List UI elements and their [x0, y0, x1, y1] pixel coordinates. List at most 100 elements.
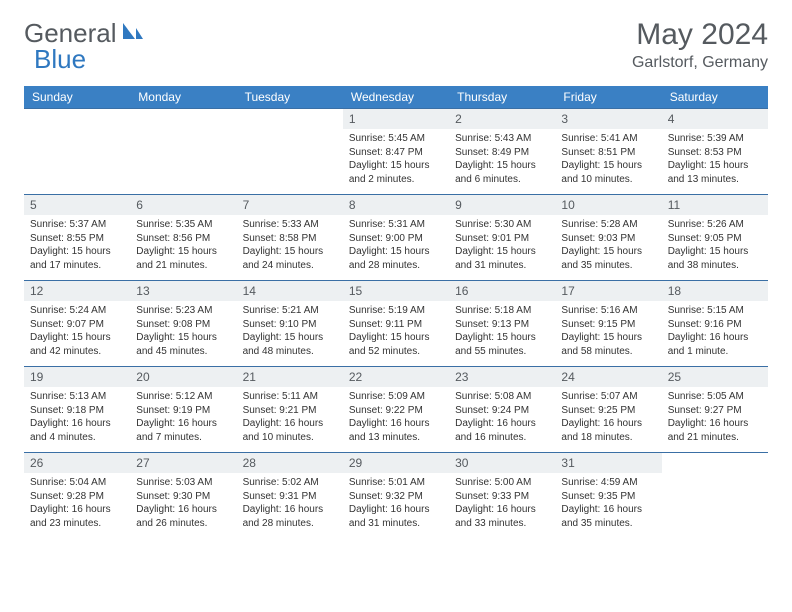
- day-number: 7: [237, 195, 343, 215]
- day-info: Sunrise: 5:00 AMSunset: 9:33 PMDaylight:…: [449, 473, 555, 534]
- day-number: 9: [449, 195, 555, 215]
- calendar-day-cell: 1Sunrise: 5:45 AMSunset: 8:47 PMDaylight…: [343, 109, 449, 195]
- day-number: 23: [449, 367, 555, 387]
- logo-sail-icon: [121, 21, 143, 46]
- calendar-day-cell: [130, 109, 236, 195]
- day-info: Sunrise: 5:09 AMSunset: 9:22 PMDaylight:…: [343, 387, 449, 448]
- sunrise-text: Sunrise: 5:26 AM: [668, 218, 762, 232]
- sunset-text: Sunset: 8:49 PM: [455, 146, 549, 160]
- day-info: Sunrise: 5:28 AMSunset: 9:03 PMDaylight:…: [555, 215, 661, 276]
- sunset-text: Sunset: 9:24 PM: [455, 404, 549, 418]
- daylight-text: Daylight: 15 hours and 52 minutes.: [349, 331, 443, 358]
- sunset-text: Sunset: 9:30 PM: [136, 490, 230, 504]
- calendar-day-cell: 17Sunrise: 5:16 AMSunset: 9:15 PMDayligh…: [555, 281, 661, 367]
- sunrise-text: Sunrise: 5:18 AM: [455, 304, 549, 318]
- sunset-text: Sunset: 8:53 PM: [668, 146, 762, 160]
- sunrise-text: Sunrise: 5:15 AM: [668, 304, 762, 318]
- calendar-day-cell: 3Sunrise: 5:41 AMSunset: 8:51 PMDaylight…: [555, 109, 661, 195]
- daylight-text: Daylight: 15 hours and 38 minutes.: [668, 245, 762, 272]
- daylight-text: Daylight: 16 hours and 33 minutes.: [455, 503, 549, 530]
- daylight-text: Daylight: 15 hours and 45 minutes.: [136, 331, 230, 358]
- sunset-text: Sunset: 8:51 PM: [561, 146, 655, 160]
- day-info: Sunrise: 5:02 AMSunset: 9:31 PMDaylight:…: [237, 473, 343, 534]
- day-info: Sunrise: 5:15 AMSunset: 9:16 PMDaylight:…: [662, 301, 768, 362]
- day-number: 27: [130, 453, 236, 473]
- calendar-day-cell: 7Sunrise: 5:33 AMSunset: 8:58 PMDaylight…: [237, 195, 343, 281]
- day-number: 2: [449, 109, 555, 129]
- day-number: 10: [555, 195, 661, 215]
- sunrise-text: Sunrise: 5:13 AM: [30, 390, 124, 404]
- day-info: Sunrise: 5:03 AMSunset: 9:30 PMDaylight:…: [130, 473, 236, 534]
- sunrise-text: Sunrise: 5:02 AM: [243, 476, 337, 490]
- sunset-text: Sunset: 9:08 PM: [136, 318, 230, 332]
- day-info: Sunrise: 5:16 AMSunset: 9:15 PMDaylight:…: [555, 301, 661, 362]
- sunrise-text: Sunrise: 5:45 AM: [349, 132, 443, 146]
- weekday-header: Thursday: [449, 86, 555, 109]
- calendar-week-row: 12Sunrise: 5:24 AMSunset: 9:07 PMDayligh…: [24, 281, 768, 367]
- day-info: Sunrise: 5:45 AMSunset: 8:47 PMDaylight:…: [343, 129, 449, 190]
- calendar-day-cell: 2Sunrise: 5:43 AMSunset: 8:49 PMDaylight…: [449, 109, 555, 195]
- day-number: 16: [449, 281, 555, 301]
- calendar-day-cell: 16Sunrise: 5:18 AMSunset: 9:13 PMDayligh…: [449, 281, 555, 367]
- calendar-day-cell: [662, 453, 768, 539]
- weekday-header: Sunday: [24, 86, 130, 109]
- calendar-day-cell: 25Sunrise: 5:05 AMSunset: 9:27 PMDayligh…: [662, 367, 768, 453]
- daylight-text: Daylight: 15 hours and 48 minutes.: [243, 331, 337, 358]
- day-info: Sunrise: 5:35 AMSunset: 8:56 PMDaylight:…: [130, 215, 236, 276]
- day-info: Sunrise: 5:04 AMSunset: 9:28 PMDaylight:…: [24, 473, 130, 534]
- daylight-text: Daylight: 16 hours and 26 minutes.: [136, 503, 230, 530]
- calendar-day-cell: 14Sunrise: 5:21 AMSunset: 9:10 PMDayligh…: [237, 281, 343, 367]
- sunrise-text: Sunrise: 5:04 AM: [30, 476, 124, 490]
- day-number: 30: [449, 453, 555, 473]
- calendar-day-cell: [237, 109, 343, 195]
- day-number: 8: [343, 195, 449, 215]
- daylight-text: Daylight: 16 hours and 23 minutes.: [30, 503, 124, 530]
- day-number: 1: [343, 109, 449, 129]
- daylight-text: Daylight: 15 hours and 31 minutes.: [455, 245, 549, 272]
- calendar-week-row: 1Sunrise: 5:45 AMSunset: 8:47 PMDaylight…: [24, 109, 768, 195]
- day-info: Sunrise: 5:30 AMSunset: 9:01 PMDaylight:…: [449, 215, 555, 276]
- day-number: 6: [130, 195, 236, 215]
- calendar-day-cell: 31Sunrise: 4:59 AMSunset: 9:35 PMDayligh…: [555, 453, 661, 539]
- sunset-text: Sunset: 9:07 PM: [30, 318, 124, 332]
- day-number: 15: [343, 281, 449, 301]
- daylight-text: Daylight: 15 hours and 55 minutes.: [455, 331, 549, 358]
- sunset-text: Sunset: 9:25 PM: [561, 404, 655, 418]
- day-info: Sunrise: 5:07 AMSunset: 9:25 PMDaylight:…: [555, 387, 661, 448]
- daylight-text: Daylight: 15 hours and 10 minutes.: [561, 159, 655, 186]
- calendar-day-cell: 18Sunrise: 5:15 AMSunset: 9:16 PMDayligh…: [662, 281, 768, 367]
- sunrise-text: Sunrise: 5:43 AM: [455, 132, 549, 146]
- calendar-day-cell: [24, 109, 130, 195]
- calendar-day-cell: 9Sunrise: 5:30 AMSunset: 9:01 PMDaylight…: [449, 195, 555, 281]
- sunset-text: Sunset: 9:11 PM: [349, 318, 443, 332]
- day-number: 5: [24, 195, 130, 215]
- sunrise-text: Sunrise: 5:07 AM: [561, 390, 655, 404]
- sunrise-text: Sunrise: 5:41 AM: [561, 132, 655, 146]
- day-number: 14: [237, 281, 343, 301]
- daylight-text: Daylight: 15 hours and 35 minutes.: [561, 245, 655, 272]
- month-title: May 2024: [632, 18, 768, 52]
- sunrise-text: Sunrise: 5:30 AM: [455, 218, 549, 232]
- calendar-day-cell: 24Sunrise: 5:07 AMSunset: 9:25 PMDayligh…: [555, 367, 661, 453]
- sunrise-text: Sunrise: 5:31 AM: [349, 218, 443, 232]
- calendar-day-cell: 28Sunrise: 5:02 AMSunset: 9:31 PMDayligh…: [237, 453, 343, 539]
- daylight-text: Daylight: 16 hours and 10 minutes.: [243, 417, 337, 444]
- sunrise-text: Sunrise: 5:24 AM: [30, 304, 124, 318]
- weekday-header: Monday: [130, 86, 236, 109]
- day-info: Sunrise: 5:26 AMSunset: 9:05 PMDaylight:…: [662, 215, 768, 276]
- sunrise-text: Sunrise: 5:19 AM: [349, 304, 443, 318]
- calendar-day-cell: 30Sunrise: 5:00 AMSunset: 9:33 PMDayligh…: [449, 453, 555, 539]
- sunset-text: Sunset: 9:03 PM: [561, 232, 655, 246]
- daylight-text: Daylight: 15 hours and 58 minutes.: [561, 331, 655, 358]
- day-info: Sunrise: 5:11 AMSunset: 9:21 PMDaylight:…: [237, 387, 343, 448]
- day-info: Sunrise: 5:01 AMSunset: 9:32 PMDaylight:…: [343, 473, 449, 534]
- day-info: Sunrise: 5:05 AMSunset: 9:27 PMDaylight:…: [662, 387, 768, 448]
- weekday-row: Sunday Monday Tuesday Wednesday Thursday…: [24, 86, 768, 109]
- sunrise-text: Sunrise: 5:05 AM: [668, 390, 762, 404]
- day-info: Sunrise: 5:43 AMSunset: 8:49 PMDaylight:…: [449, 129, 555, 190]
- calendar-day-cell: 13Sunrise: 5:23 AMSunset: 9:08 PMDayligh…: [130, 281, 236, 367]
- day-number: 20: [130, 367, 236, 387]
- sunset-text: Sunset: 9:22 PM: [349, 404, 443, 418]
- day-number: 13: [130, 281, 236, 301]
- day-number: 18: [662, 281, 768, 301]
